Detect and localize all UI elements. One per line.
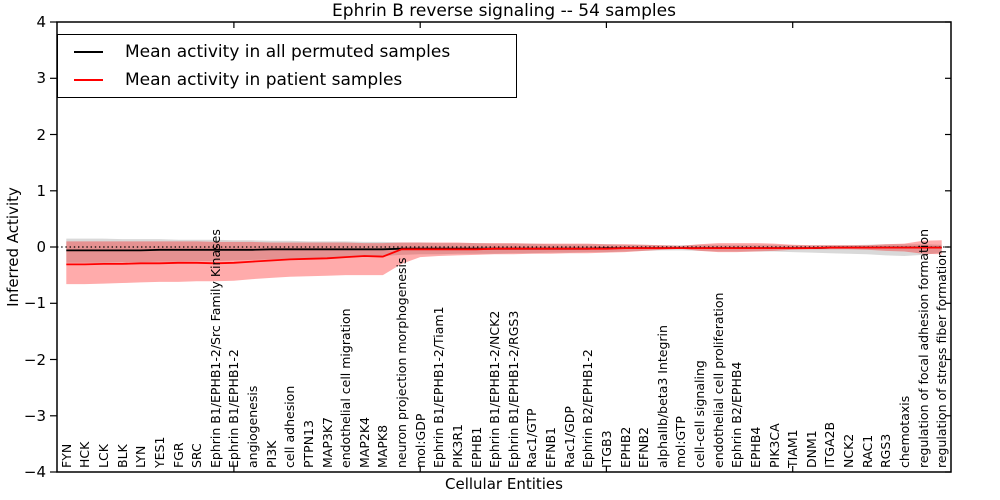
x-category-label: Rac1/GTP [524, 408, 540, 468]
x-category-label: Ephrin B1/EPHB1-2/Tiam1 [431, 306, 447, 468]
y-tick-label: −3 [23, 406, 46, 425]
y-tick-label: −4 [23, 463, 46, 481]
patient-mean-line [66, 246, 942, 266]
x-category-label: endothelial cell migration [338, 308, 354, 468]
x-category-label: NCK2 [841, 433, 857, 468]
x-category-label: EFNB1 [543, 427, 559, 468]
x-category-label: PI3K [263, 440, 279, 468]
x-category-label: Ephrin B1/EPHB1-2/Src Family Kinases [207, 229, 223, 468]
x-category-label: Ephrin B1/EPHB1-2 [226, 349, 242, 468]
legend-item-patient: Mean activity in patient samples [74, 70, 516, 90]
x-category-label: Ephrin B1/EPHB1-2/RGS3 [505, 310, 521, 468]
y-tick-label: 2 [36, 125, 46, 144]
x-category-label: PIK3CA [766, 423, 782, 468]
x-category-label: regulation of stress fiber formation [934, 250, 950, 468]
x-category-label: ITGA2B [822, 421, 838, 468]
x-category-label: Rac1/GDP [561, 406, 577, 468]
x-category-label: RGS3 [878, 433, 894, 468]
x-category-label: chemotaxis [896, 395, 912, 468]
permuted-band [66, 238, 942, 263]
x-category-label: cell adhesion [282, 385, 298, 468]
legend-line-sample-red [74, 78, 103, 81]
x-category-label: RAC1 [859, 434, 875, 468]
x-category-label: cell-cell signaling [692, 360, 708, 468]
x-category-label: neuron projection morphogenesis [394, 257, 410, 468]
x-category-label: regulation of focal adhesion formation [915, 229, 931, 468]
x-category-label: YES1 [151, 436, 167, 468]
x-category-label: PIK3R1 [449, 423, 465, 468]
x-category-label: EFNB2 [636, 427, 652, 468]
x-category-label: alphaIIb/beta3 Integrin [654, 325, 670, 468]
x-category-label: mol:GTP [673, 416, 689, 468]
y-tick-label: 3 [36, 69, 46, 88]
patient-band [66, 240, 942, 285]
x-category-label: SRC [189, 443, 205, 468]
x-category-label: Ephrin B1/EPHB1-2/NCK2 [487, 310, 503, 468]
x-category-label: FYN [58, 443, 74, 468]
x-category-label: Ephrin B2/EPHB4 [729, 361, 745, 468]
x-category-label: FGR [170, 442, 186, 468]
x-category-label: EPHB2 [617, 426, 633, 468]
x-category-label: angiogenesis [245, 385, 261, 468]
x-axis-label: Cellular Entities [445, 475, 563, 493]
x-category-label: EPHB1 [468, 426, 484, 468]
x-category-label: MAP2K4 [356, 417, 372, 468]
x-category-label: LYN [133, 445, 149, 468]
x-category-label: PTPN13 [300, 420, 316, 468]
y-tick-label: 4 [36, 13, 46, 31]
x-category-label: MAP3K7 [319, 417, 335, 468]
y-tick-label: −1 [23, 294, 46, 313]
x-category-label: endothelial cell proliferation [710, 292, 726, 468]
x-category-label: LCK [96, 444, 112, 468]
legend: Mean activity in all permuted samples Me… [57, 34, 517, 98]
legend-label-patient: Mean activity in patient samples [125, 69, 403, 90]
y-tick-label: 1 [36, 181, 46, 200]
chart-title: Ephrin B reverse signaling -- 54 samples [332, 1, 676, 21]
x-category-label: DNM1 [803, 430, 819, 468]
legend-item-permuted: Mean activity in all permuted samples [74, 42, 516, 62]
x-category-label: HCK [77, 441, 93, 468]
legend-label-permuted: Mean activity in all permuted samples [125, 42, 451, 63]
y-tick-label: 0 [36, 238, 46, 256]
x-category-label: TIAM1 [785, 429, 801, 468]
x-category-label: BLK [114, 444, 130, 468]
x-category-label: MAPK8 [375, 424, 391, 468]
legend-line-sample-black [74, 51, 103, 54]
x-category-label: Ephrin B2/EPHB1-2 [580, 349, 596, 468]
y-tick-label: −2 [23, 350, 46, 369]
x-category-label: mol:GDP [412, 413, 428, 468]
x-category-label: EPHB4 [747, 426, 763, 468]
x-category-label: ITGB3 [598, 430, 614, 468]
